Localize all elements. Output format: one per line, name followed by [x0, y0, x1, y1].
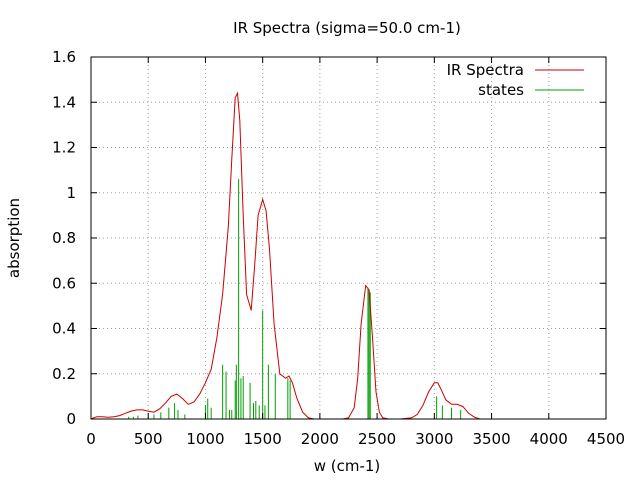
y-tick-label: 0.8	[52, 229, 76, 247]
x-tick-label: 1000	[186, 430, 224, 448]
states-impulses	[128, 179, 462, 419]
x-tick-label: 0	[86, 430, 96, 448]
x-tick-label: 2500	[358, 430, 396, 448]
legend: IR Spectra states	[447, 61, 584, 99]
y-tick-label: 0.2	[52, 365, 76, 383]
axis-tick-labels: 0 500 1000 1500 2000 2500 3000 3500 4000 4500 0 0.2…	[52, 48, 625, 448]
y-tick-label: 0.6	[52, 274, 76, 292]
x-tick-label: 1500	[244, 430, 282, 448]
grid	[91, 57, 606, 419]
plot-frame	[90, 56, 607, 420]
y-tick-label: 1	[66, 184, 76, 202]
x-tick-label: 2000	[301, 430, 339, 448]
y-tick-label: 0.4	[52, 320, 76, 338]
legend-label-ir-spectra: IR Spectra	[447, 61, 524, 79]
x-tick-label: 4500	[587, 430, 625, 448]
x-axis-title: w (cm-1)	[314, 457, 381, 475]
y-axis-title: absorption	[5, 198, 23, 278]
x-tick-label: 500	[134, 430, 163, 448]
y-tick-label: 1.2	[52, 139, 76, 157]
ir-spectra-line	[90, 91, 606, 420]
y-tick-label: 0	[66, 410, 76, 428]
y-tick-label: 1.4	[52, 93, 76, 111]
x-tick-label: 4000	[530, 430, 568, 448]
chart-title: IR Spectra (sigma=50.0 cm-1)	[233, 19, 461, 37]
x-tick-label: 3000	[415, 430, 453, 448]
axis-ticks	[90, 56, 607, 420]
y-tick-label: 1.6	[52, 48, 76, 66]
legend-label-states: states	[478, 81, 524, 99]
x-tick-label: 3500	[472, 430, 510, 448]
ir-spectra-curve-group	[90, 91, 606, 420]
